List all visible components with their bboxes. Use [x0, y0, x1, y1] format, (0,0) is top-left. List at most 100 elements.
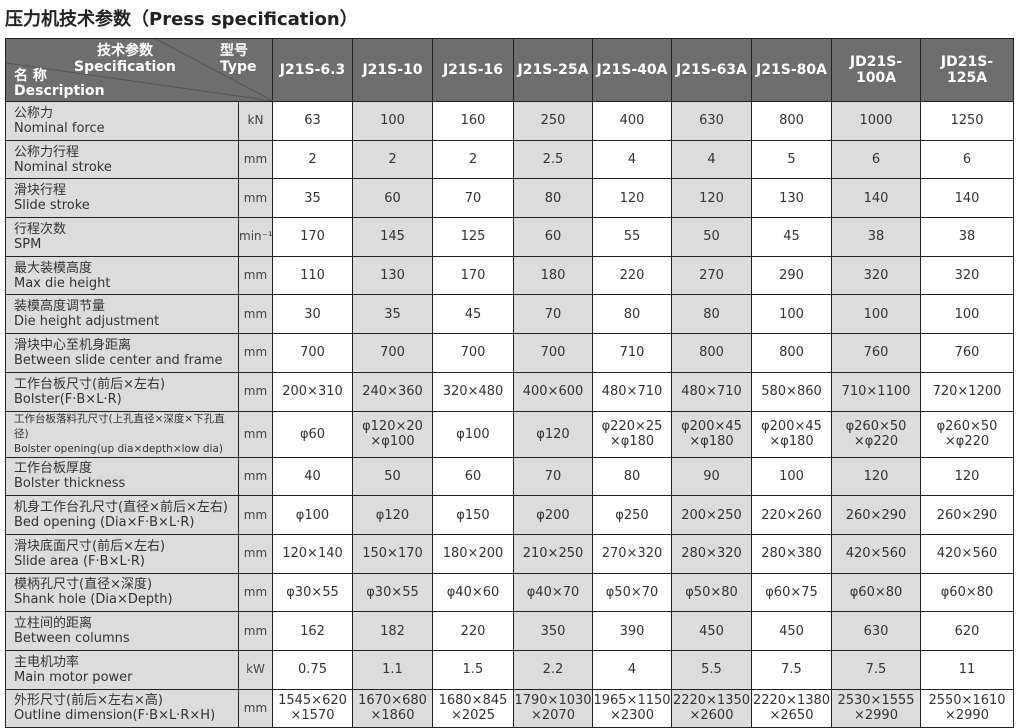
row-description: 公称力行程 Nominal stroke [5, 139, 239, 180]
row-label-zh: 立柱间的距离 [14, 616, 93, 632]
value-cell: 90 [671, 456, 752, 497]
value-cell: φ220×25 ×φ180 [592, 410, 672, 458]
value-cell: 480×710 [592, 371, 672, 412]
table-row: 主电机功率 Main motor power kW 0.75 1.1 1.5 2.2 4 5.5… [5, 649, 1014, 690]
value-cell: 80 [592, 456, 672, 497]
value-cell: 120 [592, 178, 672, 219]
corner-header: 技术参数 Specification 型号 Type 名 称 Description [5, 38, 273, 102]
diagonal-lines [6, 39, 273, 101]
value-cell: 130 [751, 178, 832, 219]
model-header: J21S-6.3 [272, 38, 353, 102]
desc-zh: 名 称 [14, 68, 47, 84]
value-cell: 320×480 [432, 371, 514, 412]
row-unit: mm [238, 178, 273, 219]
value-cell: 1.1 [352, 649, 433, 690]
value-cell: 1000 [831, 101, 921, 141]
row-description: 公称力 Nominal force [5, 101, 239, 141]
value-cell: 700 [513, 333, 593, 373]
value-cell: φ30×55 [272, 572, 353, 613]
value-cell: 1965×1150 ×2300 [592, 688, 672, 728]
row-label-zh: 滑块底面尺寸(前后×左右) [14, 538, 166, 554]
value-cell: 400×600 [513, 371, 593, 412]
value-cell: 760 [831, 333, 921, 373]
row-description: 行程次数 SPM [5, 217, 239, 257]
value-cell: 2.2 [513, 649, 593, 690]
value-cell: 2530×1555 ×2990 [831, 688, 921, 728]
value-cell: 420×560 [831, 533, 921, 574]
value-cell: 220×260 [751, 495, 832, 535]
value-cell: 260×290 [831, 495, 921, 535]
row-description: 工作台板尺寸(前后×左右) Bolster(F·B×L·R) [5, 371, 239, 412]
value-cell: 630 [831, 611, 921, 651]
value-cell: 6 [920, 139, 1014, 180]
row-description: 装模高度调节量 Die height adjustment [5, 294, 239, 335]
row-label-zh: 公称力 [14, 105, 54, 121]
value-cell: 200×250 [671, 495, 752, 535]
model-header: J21S-25A [513, 38, 593, 102]
row-label-en: Between columns [14, 631, 130, 647]
value-cell: 250 [513, 101, 593, 141]
value-cell: 5.5 [671, 649, 752, 690]
model-header: J21S-40A [592, 38, 672, 102]
value-cell: φ50×70 [592, 572, 672, 613]
value-cell: 4 [592, 649, 672, 690]
row-unit: kN [238, 101, 273, 141]
row-unit: mm [238, 371, 273, 412]
table-row: 工作台板厚度 Bolster thickness mm 40 50 60 70 80 90 100… [5, 456, 1014, 497]
row-description: 滑块中心至机身距离 Between slide center and frame [5, 333, 239, 373]
value-cell: 35 [272, 178, 353, 219]
value-cell: 125 [432, 217, 514, 257]
value-cell: φ120 [513, 410, 593, 458]
value-cell: 60 [432, 456, 514, 497]
model-header: JD21S-125A [920, 38, 1014, 102]
table-row: 外形尺寸(前后×左右×高) Outline dimension(F·B×L·R×H… [5, 688, 1014, 728]
value-cell: 7.5 [751, 649, 832, 690]
value-cell: 55 [592, 217, 672, 257]
value-cell: 6 [831, 139, 921, 180]
row-label-zh: 主电机功率 [14, 654, 80, 670]
row-label-zh: 工作台板落料孔尺寸(上孔直径×深度×下孔直径) [14, 412, 225, 440]
value-cell: 710×1100 [831, 371, 921, 412]
value-cell: 100 [831, 294, 921, 335]
value-cell: 160 [432, 101, 514, 141]
table-row: 滑块底面尺寸(前后×左右) Slide area (F·B×L·R) mm 120×1… [5, 533, 1014, 574]
value-cell: 140 [831, 178, 921, 219]
row-unit: mm [238, 294, 273, 335]
value-cell: 720×1200 [920, 371, 1014, 412]
row-label-zh: 机身工作台孔尺寸(直径×前后×左右) [14, 500, 228, 516]
value-cell: φ200 [513, 495, 593, 535]
value-cell: 100 [751, 456, 832, 497]
value-cell: 2 [432, 139, 514, 180]
value-cell: 450 [751, 611, 832, 651]
value-cell: 200×310 [272, 371, 353, 412]
value-cell: 120×140 [272, 533, 353, 574]
value-cell: 0.75 [272, 649, 353, 690]
value-cell: φ50×80 [671, 572, 752, 613]
value-cell: 150×170 [352, 533, 433, 574]
value-cell: 80 [671, 294, 752, 335]
value-cell: 50 [352, 456, 433, 497]
value-cell: 182 [352, 611, 433, 651]
value-cell: 390 [592, 611, 672, 651]
value-cell: 4 [671, 139, 752, 180]
value-cell: φ60×80 [920, 572, 1014, 613]
row-label-zh: 模柄孔尺寸(直径×深度) [14, 577, 153, 593]
value-cell: 70 [513, 456, 593, 497]
row-description: 立柱间的距离 Between columns [5, 611, 239, 651]
value-cell: 1680×845 ×2025 [432, 688, 514, 728]
value-cell: 700 [432, 333, 514, 373]
row-description: 滑块底面尺寸(前后×左右) Slide area (F·B×L·R) [5, 533, 239, 574]
table-row: 滑块中心至机身距离 Between slide center and frame m… [5, 333, 1014, 373]
row-description: 机身工作台孔尺寸(直径×前后×左右) Bed opening (Dia×F·B×L… [5, 495, 239, 535]
value-cell: 180×200 [432, 533, 514, 574]
row-description: 工作台板厚度 Bolster thickness [5, 456, 239, 497]
row-label-en: Max die height [14, 275, 111, 291]
spec-en: Specification [74, 59, 176, 75]
value-cell: φ30×55 [352, 572, 433, 613]
value-cell: 350 [513, 611, 593, 651]
value-cell: 260×290 [920, 495, 1014, 535]
value-cell: 800 [671, 333, 752, 373]
value-cell: φ120×20 ×φ100 [352, 410, 433, 458]
row-label-en: Nominal stroke [14, 159, 112, 175]
type-zh: 型号 [220, 43, 248, 59]
